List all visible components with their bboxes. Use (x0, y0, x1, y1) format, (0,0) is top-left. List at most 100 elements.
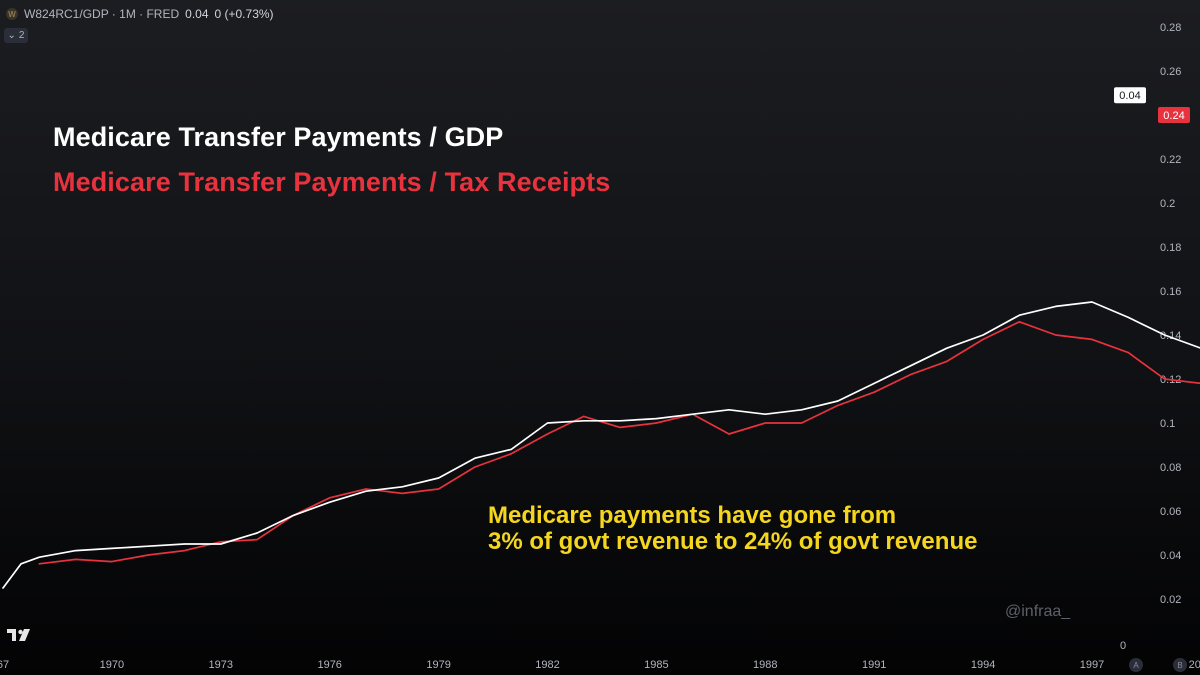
x-tick-label: 1979 (426, 659, 450, 671)
series-point (873, 382, 875, 384)
series-point (837, 404, 839, 406)
series-point (801, 409, 803, 411)
x-tick-label: 1982 (535, 659, 559, 671)
y-tick-label: 0.08 (1160, 462, 1181, 474)
x-tick-label: 1976 (317, 659, 341, 671)
y-tick-label: 0.1 (1160, 418, 1175, 430)
series-point (256, 532, 258, 534)
series-point (764, 413, 766, 415)
series-point (1091, 338, 1093, 340)
series-point (728, 409, 730, 411)
y-tick-label: 0.2 (1160, 198, 1175, 210)
x-tick-label: 1985 (644, 659, 668, 671)
series-point (510, 448, 512, 450)
series-point (1055, 334, 1057, 336)
y-tick-label: 0.16 (1160, 286, 1181, 298)
series-point (111, 561, 113, 563)
series-point (837, 400, 839, 402)
series-point (909, 374, 912, 376)
collapse-indicators-button[interactable]: ⌄ 2 (4, 28, 28, 43)
series-point (1055, 305, 1057, 307)
series-layer (2, 71, 1200, 589)
title-gdp-ratio: Medicare Transfer Payments / GDP (53, 122, 504, 152)
series-point (474, 457, 476, 459)
x-tick-label: 1970 (100, 659, 124, 671)
series-point (220, 543, 222, 545)
series-point (111, 547, 113, 550)
y-tick-label: 0.28 (1160, 22, 1181, 34)
series-point (183, 543, 186, 545)
series-point (801, 422, 803, 424)
series-point (147, 554, 149, 556)
series-point (1127, 352, 1129, 354)
last-value-text: 0.04 (1119, 90, 1140, 102)
series-point (692, 413, 694, 415)
series-point (583, 415, 585, 417)
series-point (38, 556, 40, 558)
series-point (909, 365, 912, 367)
series-point (75, 558, 77, 561)
symbol-name[interactable]: W824RC1/GDP · 1M · FRED (24, 7, 180, 21)
series-point (474, 466, 476, 468)
x-tick-label: 1988 (753, 659, 777, 671)
series-point (365, 488, 367, 490)
last-value-badge-gdp (1114, 87, 1146, 104)
x-tick-label: 1997 (1080, 659, 1104, 671)
scale-mode-button[interactable]: B (1173, 658, 1187, 672)
symbol-change: 0 (+0.73%) (214, 7, 274, 21)
series-point (619, 420, 621, 422)
series-point (583, 420, 585, 422)
series-point (546, 422, 549, 424)
x-tick-label: 1994 (971, 659, 995, 671)
y-tick-label: 0 (1120, 640, 1126, 652)
series-point (982, 338, 984, 340)
series-line-gdp[interactable] (2, 71, 1200, 589)
y-tick-label: 0.04 (1160, 550, 1181, 562)
y-tick-label: 0.02 (1160, 594, 1181, 606)
series-point (1127, 316, 1129, 318)
series-point (546, 433, 549, 435)
series-point (655, 422, 658, 424)
series-point (365, 490, 367, 492)
x-tick-label: 67 (0, 659, 9, 671)
x-tick-label: 2000 (1189, 659, 1200, 671)
series-point (1018, 314, 1021, 316)
y-axis: 00.020.040.060.080.10.120.140.160.180.20… (1120, 22, 1181, 652)
y-tick-label: 0.26 (1160, 66, 1181, 78)
last-value-labels: 0.04 0.24 (1114, 87, 1190, 123)
x-tick-label: 1991 (862, 659, 886, 671)
series-point (510, 453, 512, 455)
annotation-text: Medicare payments have gone from 3% of g… (488, 503, 977, 555)
series-point (220, 541, 222, 543)
annotation-line-2: 3% of govt revenue to 24% of govt revenu… (488, 528, 978, 555)
auto-scale-button[interactable]: A (1129, 658, 1143, 672)
series-point (655, 418, 658, 420)
series-point (183, 550, 186, 552)
series-point (438, 488, 440, 490)
watermark: @infraa_ (1005, 603, 1071, 620)
series-point (1164, 378, 1166, 380)
series-point (1164, 334, 1166, 336)
symbol-value: 0.04 (185, 7, 209, 21)
y-tick-label: 0.06 (1160, 506, 1181, 518)
x-tick-label: 1973 (209, 659, 233, 671)
symbol-header[interactable]: W W824RC1/GDP · 1M · FRED 0.04 0 (+0.73%… (6, 7, 274, 21)
series-point (329, 497, 331, 499)
tradingview-logo-icon[interactable] (7, 627, 33, 643)
series-point (329, 501, 331, 503)
series-line-tax-receipts[interactable] (38, 71, 1200, 565)
series-point (38, 563, 40, 565)
annotation-line-1: Medicare payments have gone from (488, 502, 897, 529)
series-point (946, 347, 948, 349)
series-point (401, 492, 403, 494)
series-point (2, 587, 4, 589)
series-point (619, 426, 621, 428)
series-point (764, 422, 766, 424)
series-point (1091, 301, 1093, 303)
series-point (20, 563, 22, 565)
last-value-text: 0.24 (1163, 110, 1184, 122)
y-tick-label: 0.18 (1160, 242, 1181, 254)
series-point (1018, 321, 1021, 323)
series-point (982, 334, 984, 336)
